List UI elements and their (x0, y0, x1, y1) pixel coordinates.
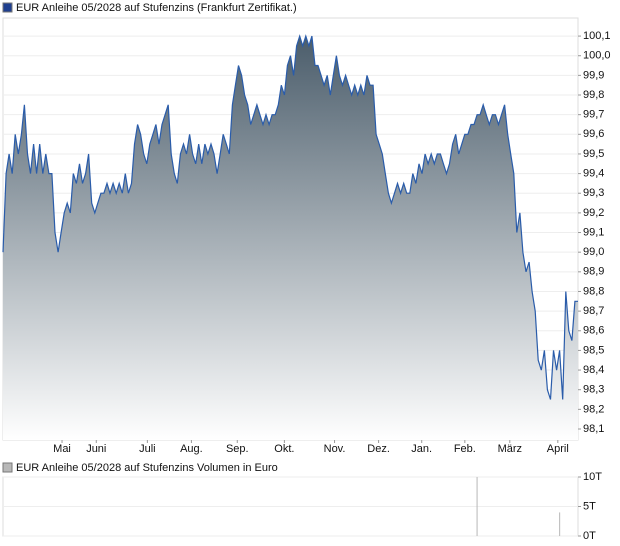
y-tick-label: 98,3 (583, 384, 604, 396)
x-tick-label: März (498, 443, 522, 455)
y-tick-label: 5T (583, 500, 596, 512)
y-tick-label: 98,1 (583, 423, 604, 435)
x-tick-label: Dez. (367, 443, 390, 455)
y-tick-label: 100,1 (583, 30, 611, 42)
y-tick-label: 98,8 (583, 285, 604, 297)
x-tick-label: Jan. (411, 443, 432, 455)
y-tick-label: 10T (583, 471, 602, 483)
x-tick-label: Feb. (454, 443, 476, 455)
legend-label: EUR Anleihe 05/2028 auf Stufenzins Volum… (16, 462, 278, 474)
y-tick-label: 98,9 (583, 266, 604, 278)
y-tick-label: 99,5 (583, 148, 604, 160)
legend-swatch (2, 2, 13, 13)
y-tick-label: 0T (583, 530, 596, 542)
y-tick-label: 98,6 (583, 325, 604, 337)
x-tick-label: Okt. (274, 443, 294, 455)
y-tick-label: 98,7 (583, 305, 604, 317)
x-tick-label: Juni (86, 443, 106, 455)
x-tick-label: April (547, 443, 569, 455)
x-tick-label: Mai (53, 443, 71, 455)
y-tick-label: 99,0 (583, 246, 604, 258)
y-tick-label: 99,7 (583, 109, 604, 121)
y-tick-label: 98,2 (583, 403, 604, 415)
y-tick-label: 99,4 (583, 168, 604, 180)
area-fill (3, 36, 578, 440)
legend-swatch (2, 462, 13, 473)
y-tick-label: 99,3 (583, 187, 604, 199)
y-tick-label: 98,5 (583, 344, 604, 356)
y-tick-label: 98,4 (583, 364, 604, 376)
x-tick-label: Sep. (226, 443, 249, 455)
y-tick-label: 99,8 (583, 89, 604, 101)
volume-bar (476, 477, 478, 536)
y-tick-label: 99,6 (583, 128, 604, 140)
volume-bar (559, 512, 561, 536)
x-tick-label: Nov. (324, 443, 346, 455)
y-tick-label: 99,9 (583, 69, 604, 81)
x-tick-label: Aug. (180, 443, 203, 455)
y-tick-label: 99,2 (583, 207, 604, 219)
x-tick-label: Juli (139, 443, 156, 455)
legend-label: EUR Anleihe 05/2028 auf Stufenzins (Fran… (16, 2, 297, 14)
y-tick-label: 100,0 (583, 50, 611, 62)
price-line (2, 34, 578, 400)
y-tick-label: 99,1 (583, 226, 604, 238)
